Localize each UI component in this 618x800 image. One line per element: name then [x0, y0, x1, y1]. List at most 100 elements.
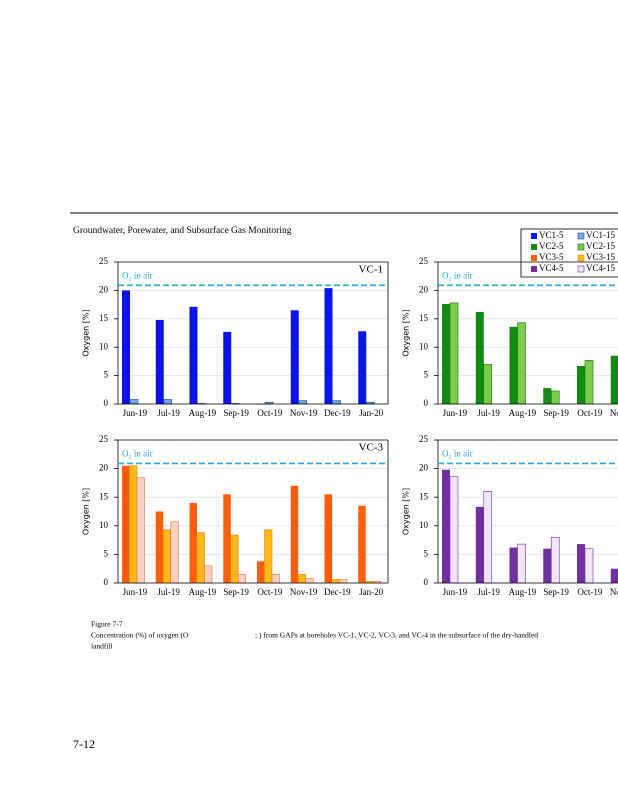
y-tick-label: 5 — [104, 370, 109, 380]
y-axis-label: Oxygen [%] — [402, 309, 411, 356]
x-tick-label: Oct-19 — [577, 587, 602, 597]
x-tick-label: Jul-19 — [477, 587, 500, 597]
bar — [122, 465, 130, 583]
bar — [449, 476, 459, 584]
bar — [162, 529, 172, 584]
bar — [290, 310, 299, 404]
y-tick-label: 10 — [419, 520, 429, 530]
bar — [475, 506, 484, 583]
legend-swatch — [577, 243, 585, 251]
bar — [204, 565, 213, 584]
bar — [442, 304, 450, 404]
y-tick-label: 25 — [419, 434, 429, 444]
y-tick-label: 15 — [99, 491, 109, 501]
bar — [358, 331, 367, 404]
caption-line: Concentration (%) of oxygen (O — [91, 631, 189, 640]
legend-swatch — [577, 254, 585, 262]
y-axis-label: Oxygen [%] — [82, 309, 91, 356]
bar — [550, 390, 560, 405]
y-tick-label: 10 — [99, 520, 109, 530]
reference-label: O₂ in air — [442, 270, 473, 280]
x-tick-label: Jul-19 — [157, 587, 180, 597]
bar — [223, 494, 231, 583]
legend-label: VC1-15 — [586, 230, 615, 240]
x-tick-label: Jul-19 — [157, 408, 180, 418]
bar — [610, 568, 618, 583]
y-tick-label: 20 — [99, 284, 109, 294]
caption-line: landfill — [91, 642, 113, 651]
legend-label: VC3-5 — [539, 252, 564, 262]
x-tick-label: Jun-19 — [443, 587, 468, 597]
legend-label: VC1-5 — [539, 230, 564, 240]
bar — [509, 547, 518, 583]
y-tick-label: 0 — [424, 577, 429, 587]
bar — [543, 388, 552, 404]
legend-box — [520, 228, 618, 278]
legend-swatch — [531, 244, 537, 250]
bar — [257, 561, 265, 583]
bar — [449, 302, 459, 405]
y-axis-label: Oxygen [%] — [402, 488, 411, 535]
x-tick-label: Dec-19 — [324, 408, 351, 418]
bar — [331, 579, 340, 584]
bar — [610, 355, 618, 404]
legend-swatch — [531, 255, 537, 261]
bar — [483, 491, 493, 584]
bar — [339, 579, 348, 584]
y-tick-label: 20 — [419, 284, 429, 294]
x-tick-label: Jun-19 — [123, 408, 148, 418]
legend-swatch — [577, 265, 585, 273]
y-tick-label: 5 — [424, 370, 429, 380]
x-tick-label: Sep-19 — [543, 408, 569, 418]
reference-label: O₂ in air — [122, 449, 153, 459]
x-tick-label: Jul-19 — [477, 408, 500, 418]
bar — [324, 288, 333, 404]
bar — [517, 322, 526, 405]
bar — [163, 399, 173, 405]
y-tick-label: 15 — [419, 491, 429, 501]
bar — [170, 521, 179, 584]
bar — [189, 502, 197, 583]
x-tick-label: Nov-19 — [610, 408, 618, 418]
x-tick-label: Nov-19 — [290, 587, 318, 597]
bar — [271, 574, 280, 584]
bar — [298, 400, 308, 405]
bar — [155, 511, 164, 583]
y-tick-label: 15 — [99, 313, 109, 323]
y-tick-label: 20 — [419, 463, 429, 473]
bar — [136, 477, 145, 584]
caption-label: Figure 7-7 — [91, 620, 123, 629]
bar — [297, 574, 307, 584]
x-tick-label: Nov-19 — [610, 587, 618, 597]
bar — [189, 306, 198, 404]
legend-label: VC4-15 — [586, 263, 615, 273]
bar — [230, 534, 239, 584]
y-tick-label: 25 — [99, 434, 109, 444]
x-tick-label: Oct-19 — [257, 587, 282, 597]
bar — [577, 365, 585, 404]
bar — [517, 543, 526, 584]
bar — [129, 465, 138, 584]
y-tick-label: 20 — [99, 463, 109, 473]
y-tick-label: 10 — [99, 341, 109, 351]
y-tick-label: 0 — [104, 577, 109, 587]
header-title: Groundwater, Porewater, and Subsurface G… — [73, 225, 292, 236]
x-tick-label: Aug-19 — [189, 408, 217, 418]
x-tick-label: Jun-19 — [443, 408, 468, 418]
x-tick-label: Sep-19 — [223, 587, 249, 597]
x-tick-label: Sep-19 — [223, 408, 249, 418]
y-tick-label: 25 — [419, 256, 429, 266]
y-tick-label: 0 — [424, 398, 429, 408]
x-tick-label: Nov-19 — [290, 408, 318, 418]
bar — [237, 574, 247, 584]
x-tick-label: Jan-20 — [359, 587, 383, 597]
legend-label: VC3-15 — [586, 252, 615, 262]
bar — [509, 326, 518, 404]
bar — [584, 548, 594, 584]
x-tick-label: Aug-19 — [509, 408, 537, 418]
caption-line: ; ) from GAPs at boreholes VC-1, VC-2, V… — [255, 631, 538, 640]
bar — [196, 532, 205, 584]
bar — [129, 399, 139, 405]
y-tick-label: 5 — [424, 548, 429, 558]
